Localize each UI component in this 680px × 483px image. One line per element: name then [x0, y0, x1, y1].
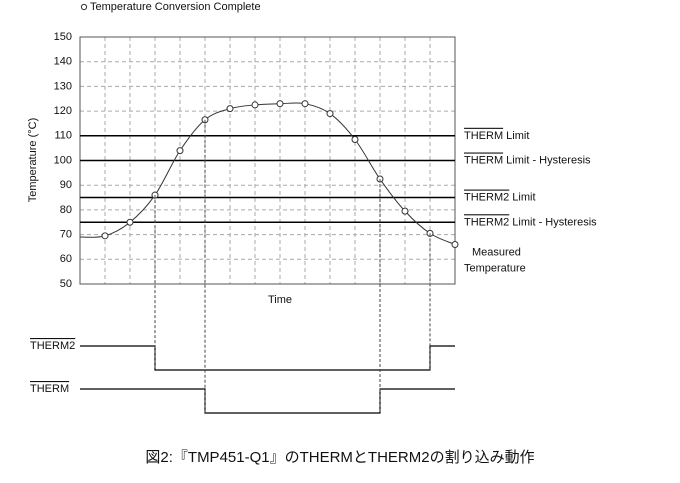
signal-label: THERM [30, 383, 69, 395]
conversion-point [101, 232, 109, 240]
y-tick-label: 50 [60, 278, 72, 290]
limit-name: THERM [464, 130, 503, 142]
conversion-point [451, 240, 459, 248]
limit-suffix: Limit - Hysteresis [503, 154, 591, 166]
caption: 図2:『TMP451-Q1』のTHERMとTHERM2の割り込み動作 [145, 449, 534, 466]
legend-marker [80, 3, 88, 11]
conversion-point [226, 105, 234, 113]
temperature-line [79, 102, 456, 245]
series-label: Measured [472, 246, 521, 258]
y-tick-label: 120 [54, 105, 72, 117]
y-tick-label: 60 [60, 253, 72, 265]
y-tick-label: 80 [60, 204, 72, 216]
y-tick-label: 90 [60, 179, 72, 191]
limit-suffix: Limit - Hysteresis [509, 216, 597, 228]
conversion-point [401, 207, 409, 215]
conversion-point [301, 100, 309, 108]
limit-name: THERM [464, 154, 503, 166]
signal-label: THERM2 [30, 340, 75, 352]
conversion-point [276, 100, 284, 108]
conversion-point [326, 110, 334, 118]
signal-wave [80, 345, 455, 371]
conversion-point [351, 136, 359, 144]
limit-label: THERM2 Limit - Hysteresis [464, 216, 597, 228]
y-tick-label: 150 [54, 31, 72, 43]
limit-name: THERM2 [464, 191, 509, 203]
y-tick-label: 70 [60, 229, 72, 241]
legend-label: Temperature Conversion Complete [90, 1, 261, 13]
limit-suffix: Limit [503, 130, 529, 142]
y-tick-label: 100 [54, 154, 72, 166]
signal-wave [80, 388, 455, 414]
signal-name: THERM2 [30, 340, 75, 352]
series-label: Temperature [464, 262, 526, 274]
limit-name: THERM2 [464, 216, 509, 228]
conversion-point [251, 101, 259, 109]
limit-label: THERM2 Limit [464, 191, 536, 203]
y-tick-label: 130 [54, 80, 72, 92]
signal-name: THERM [30, 383, 69, 395]
x-axis-label: Time [268, 294, 292, 306]
limit-label: THERM Limit - Hysteresis [464, 154, 591, 166]
y-tick-label: 140 [54, 56, 72, 68]
y-tick-label: 110 [54, 130, 72, 142]
limit-suffix: Limit [509, 191, 535, 203]
y-axis-label: Temperature (°C) [27, 118, 39, 202]
conversion-point [126, 218, 134, 226]
conversion-point [176, 147, 184, 155]
limit-label: THERM Limit [464, 130, 529, 142]
